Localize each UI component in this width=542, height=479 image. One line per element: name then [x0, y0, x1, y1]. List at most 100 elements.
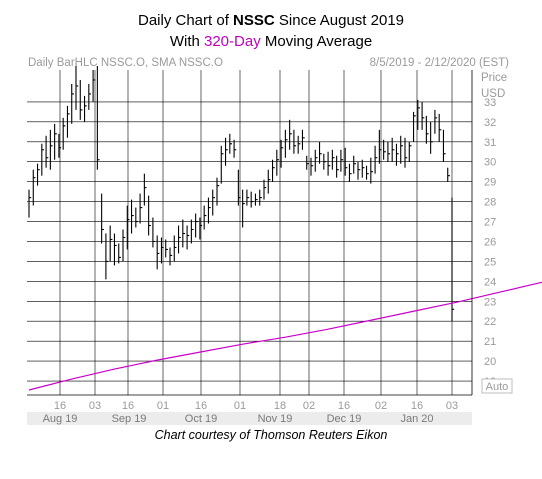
x-day-tick-label: 01	[157, 400, 169, 412]
price-bar	[374, 145, 378, 174]
price-bar	[199, 217, 203, 240]
price-bar	[314, 149, 318, 172]
price-bar	[306, 155, 309, 170]
price-bar	[92, 70, 96, 102]
x-month-label: Oct 19	[185, 413, 217, 425]
price-bar	[387, 141, 391, 162]
price-bar	[224, 137, 228, 166]
price-bar	[370, 157, 374, 184]
x-day-tick-label: 16	[338, 400, 350, 412]
price-bar	[105, 233, 109, 280]
price-bar	[190, 219, 194, 244]
chart-header-right: 8/5/2019 - 2/12/2020 (EST)	[370, 57, 510, 69]
price-bar	[323, 153, 327, 170]
price-bar	[336, 155, 339, 178]
x-day-tick-label: 16	[54, 400, 66, 412]
auto-scale-label: Auto	[486, 381, 509, 393]
price-bar	[297, 135, 301, 154]
price-bar	[421, 101, 425, 130]
sma-line	[28, 281, 542, 391]
price-bar	[289, 119, 292, 150]
price-bar	[395, 143, 399, 166]
x-day-tick-label: 16	[195, 400, 207, 412]
y-tick-label: 20	[484, 356, 496, 368]
chart-title: Daily Chart of NSSC Since August 2019 Wi…	[0, 10, 542, 52]
price-bar	[451, 197, 455, 322]
price-bar	[254, 193, 258, 206]
x-month-label: Jan 20	[400, 413, 433, 425]
currency-axis-label: USD	[481, 88, 505, 100]
price-bar	[96, 66, 100, 170]
price-bar	[442, 129, 446, 162]
price-bar	[408, 141, 412, 162]
price-bar	[32, 169, 36, 206]
x-month-label: Dec 19	[327, 413, 362, 425]
x-day-tick-label: 03	[446, 400, 458, 412]
price-bar	[331, 149, 335, 170]
price-bar	[425, 115, 429, 144]
price-bar	[391, 137, 395, 162]
price-bar	[36, 163, 40, 186]
y-tick-label: 25	[484, 256, 496, 268]
title-line-2: With 320-Day Moving Average	[169, 33, 373, 50]
x-month-label: Nov 19	[258, 413, 293, 425]
x-day-tick-label: 02	[375, 400, 387, 412]
price-bar	[318, 141, 322, 164]
price-bar	[310, 157, 314, 176]
price-bar	[361, 159, 365, 178]
y-tick-label: 23	[484, 296, 496, 308]
price-bar	[434, 109, 438, 134]
price-bar	[130, 199, 134, 234]
price-bar	[203, 205, 207, 230]
price-bar	[66, 105, 70, 138]
plot-frame	[27, 70, 473, 396]
y-tick-label: 22	[484, 316, 496, 328]
auto-scale-button[interactable]: Auto	[481, 378, 513, 394]
y-tick-label: 31	[484, 137, 496, 149]
x-day-tick-label: 03	[89, 400, 101, 412]
price-bar	[263, 179, 267, 200]
x-month-label: Sep 19	[112, 413, 147, 425]
price-bar	[186, 225, 190, 250]
price-bar	[344, 147, 348, 176]
price-bar	[88, 83, 92, 110]
price-bar	[246, 189, 250, 206]
x-day-tick-label: 02	[303, 400, 315, 412]
price-axis-label: Price	[481, 72, 507, 84]
price-bar	[357, 161, 361, 180]
y-tick-label: 33	[484, 97, 496, 109]
price-bars	[28, 66, 455, 322]
title-ticker: NSSC	[233, 12, 275, 29]
price-bar	[212, 189, 215, 216]
price-bar	[195, 213, 198, 238]
price-bar	[182, 219, 186, 248]
price-bar	[438, 113, 442, 142]
price-bar	[207, 197, 211, 224]
y-tick-label: 32	[484, 117, 496, 129]
y-tick-label: 28	[484, 197, 496, 209]
price-bar	[156, 235, 160, 270]
y-tick-label: 24	[484, 276, 496, 288]
x-day-tick-label: 18	[274, 400, 286, 412]
price-bar	[447, 167, 450, 182]
price-bar	[365, 165, 369, 180]
price-bar	[383, 139, 386, 160]
price-bar	[276, 149, 280, 176]
y-tick-label: 29	[484, 177, 496, 189]
price-bar	[271, 159, 275, 182]
x-day-tick-label: 01	[234, 400, 246, 412]
y-tick-label: 21	[484, 336, 496, 348]
title-ma-period: 320-Day	[204, 33, 261, 50]
price-bar	[109, 225, 113, 262]
price-bar	[259, 189, 262, 206]
price-bar	[113, 233, 117, 266]
price-bar	[62, 117, 66, 150]
price-bar	[229, 133, 233, 154]
price-bar	[28, 189, 32, 218]
price-bar	[41, 143, 45, 176]
price-bar	[378, 129, 382, 164]
price-bar	[71, 83, 74, 124]
price-bar	[126, 205, 130, 250]
price-bar	[49, 129, 53, 170]
price-bar	[284, 129, 288, 158]
